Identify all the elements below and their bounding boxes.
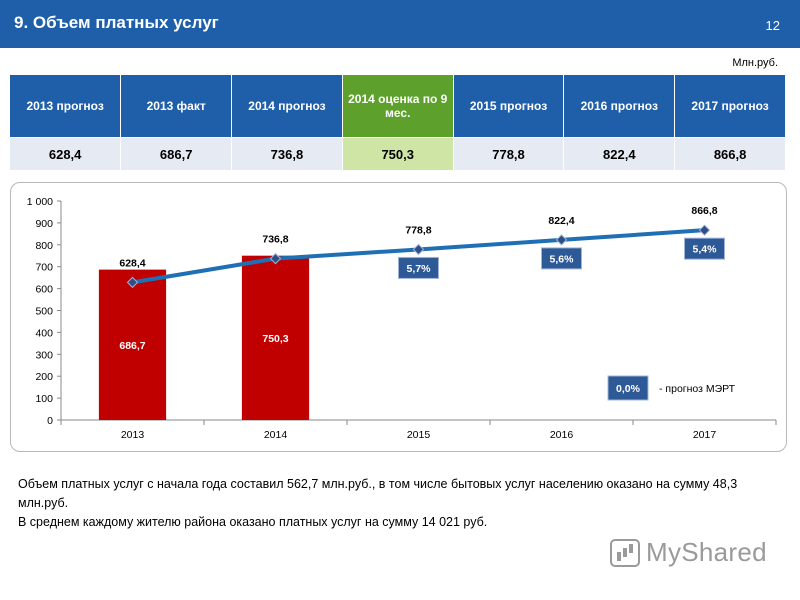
table-cell: 778,8 bbox=[453, 137, 565, 170]
line-value-label: 822,4 bbox=[548, 215, 574, 227]
table-cell: 628,4 bbox=[10, 137, 122, 170]
chart: 0 100 200 300 400 500 600 700 800 900 1 000 2013 201… bbox=[27, 196, 777, 441]
y-tick-label: 300 bbox=[35, 349, 53, 361]
presentation-chart-icon bbox=[610, 538, 640, 567]
unit-label: Млн.руб. bbox=[732, 57, 778, 69]
x-tick-label: 2014 bbox=[264, 429, 288, 441]
watermark-text: MyShared bbox=[646, 537, 767, 567]
bar-value-label: 750,3 bbox=[262, 333, 288, 345]
table-header-cell: 2017 прогноз bbox=[674, 75, 786, 138]
x-tick-label: 2013 bbox=[121, 429, 145, 441]
line-point bbox=[555, 234, 568, 246]
table-cell: 686,7 bbox=[120, 137, 233, 170]
growth-badge bbox=[684, 237, 725, 260]
growth-badge bbox=[398, 256, 439, 279]
growth-badge-label: 5,4% bbox=[693, 244, 718, 256]
y-tick-label: 800 bbox=[35, 240, 53, 252]
header-bar: 9. Объем платных услуг 12 bbox=[0, 0, 800, 48]
forecast-table: 2013 прогноз 2013 факт 2014 прогноз 2014… bbox=[10, 75, 786, 170]
y-tick-label: 200 bbox=[35, 371, 53, 383]
y-tick-label: 700 bbox=[35, 262, 53, 274]
table-row: 628,4 686,7 736,8 750,3 778,8 822,4 866,… bbox=[10, 137, 786, 170]
chart-frame: 0 100 200 300 400 500 600 700 800 900 1 000 2013 201… bbox=[10, 182, 787, 452]
line-point bbox=[126, 276, 139, 289]
legend-text: - прогноз МЭРТ bbox=[659, 383, 736, 395]
x-tick-label: 2015 bbox=[407, 429, 431, 441]
y-tick-label: 400 bbox=[35, 327, 53, 339]
y-tick-label: 100 bbox=[35, 393, 53, 405]
table-cell: 736,8 bbox=[231, 137, 343, 170]
growth-badge bbox=[541, 247, 582, 270]
line-value-label: 628,4 bbox=[119, 257, 145, 269]
watermark-logo: MyShared bbox=[610, 537, 767, 568]
line-point bbox=[412, 243, 425, 256]
table-header-cell: 2013 факт bbox=[120, 75, 233, 138]
line-value-label: 778,8 bbox=[405, 224, 431, 236]
note-paragraph: Объем платных услуг с начала года состав… bbox=[18, 477, 738, 510]
table-header-cell: 2013 прогноз bbox=[10, 75, 122, 138]
y-tick-label: 600 bbox=[35, 284, 53, 296]
y-tick-label: 1 000 bbox=[27, 196, 53, 208]
y-tick-label: 0 bbox=[47, 415, 53, 427]
table-cell: 822,4 bbox=[563, 137, 676, 170]
bar bbox=[98, 269, 167, 420]
x-tick-label: 2017 bbox=[693, 429, 717, 441]
x-tick-label: 2016 bbox=[550, 429, 574, 441]
table-header-cell: 2015 прогноз bbox=[453, 75, 565, 138]
table-header-row: 2013 прогноз 2013 факт 2014 прогноз 2014… bbox=[10, 75, 786, 138]
table-cell-highlight: 750,3 bbox=[342, 137, 454, 170]
line-value-label: 866,8 bbox=[691, 205, 717, 217]
table-cell: 866,8 bbox=[674, 137, 786, 170]
table-header-cell: 2016 прогноз bbox=[563, 75, 676, 138]
legend-badge bbox=[607, 375, 649, 401]
y-tick-label: 500 bbox=[35, 306, 53, 318]
bar bbox=[241, 255, 310, 420]
growth-badge-label: 5,7% bbox=[407, 263, 432, 275]
line-value-label: 736,8 bbox=[262, 234, 288, 246]
page-title: 9. Объем платных услуг bbox=[14, 13, 219, 32]
notes: Объем платных услуг с начала года состав… bbox=[18, 475, 778, 532]
line-point bbox=[269, 252, 282, 265]
page-number: 12 bbox=[765, 18, 780, 33]
legend-badge-label: 0,0% bbox=[616, 383, 641, 395]
table-header-cell-highlight: 2014 оценка по 9 мес. bbox=[342, 75, 454, 138]
bar-value-label: 686,7 bbox=[119, 340, 145, 352]
y-tick-label: 900 bbox=[35, 218, 53, 230]
growth-badge-label: 5,6% bbox=[550, 253, 575, 265]
note-paragraph: В среднем каждому жителю района оказано … bbox=[18, 515, 488, 529]
table-header-cell: 2014 прогноз bbox=[231, 75, 343, 138]
line-point bbox=[698, 224, 711, 236]
